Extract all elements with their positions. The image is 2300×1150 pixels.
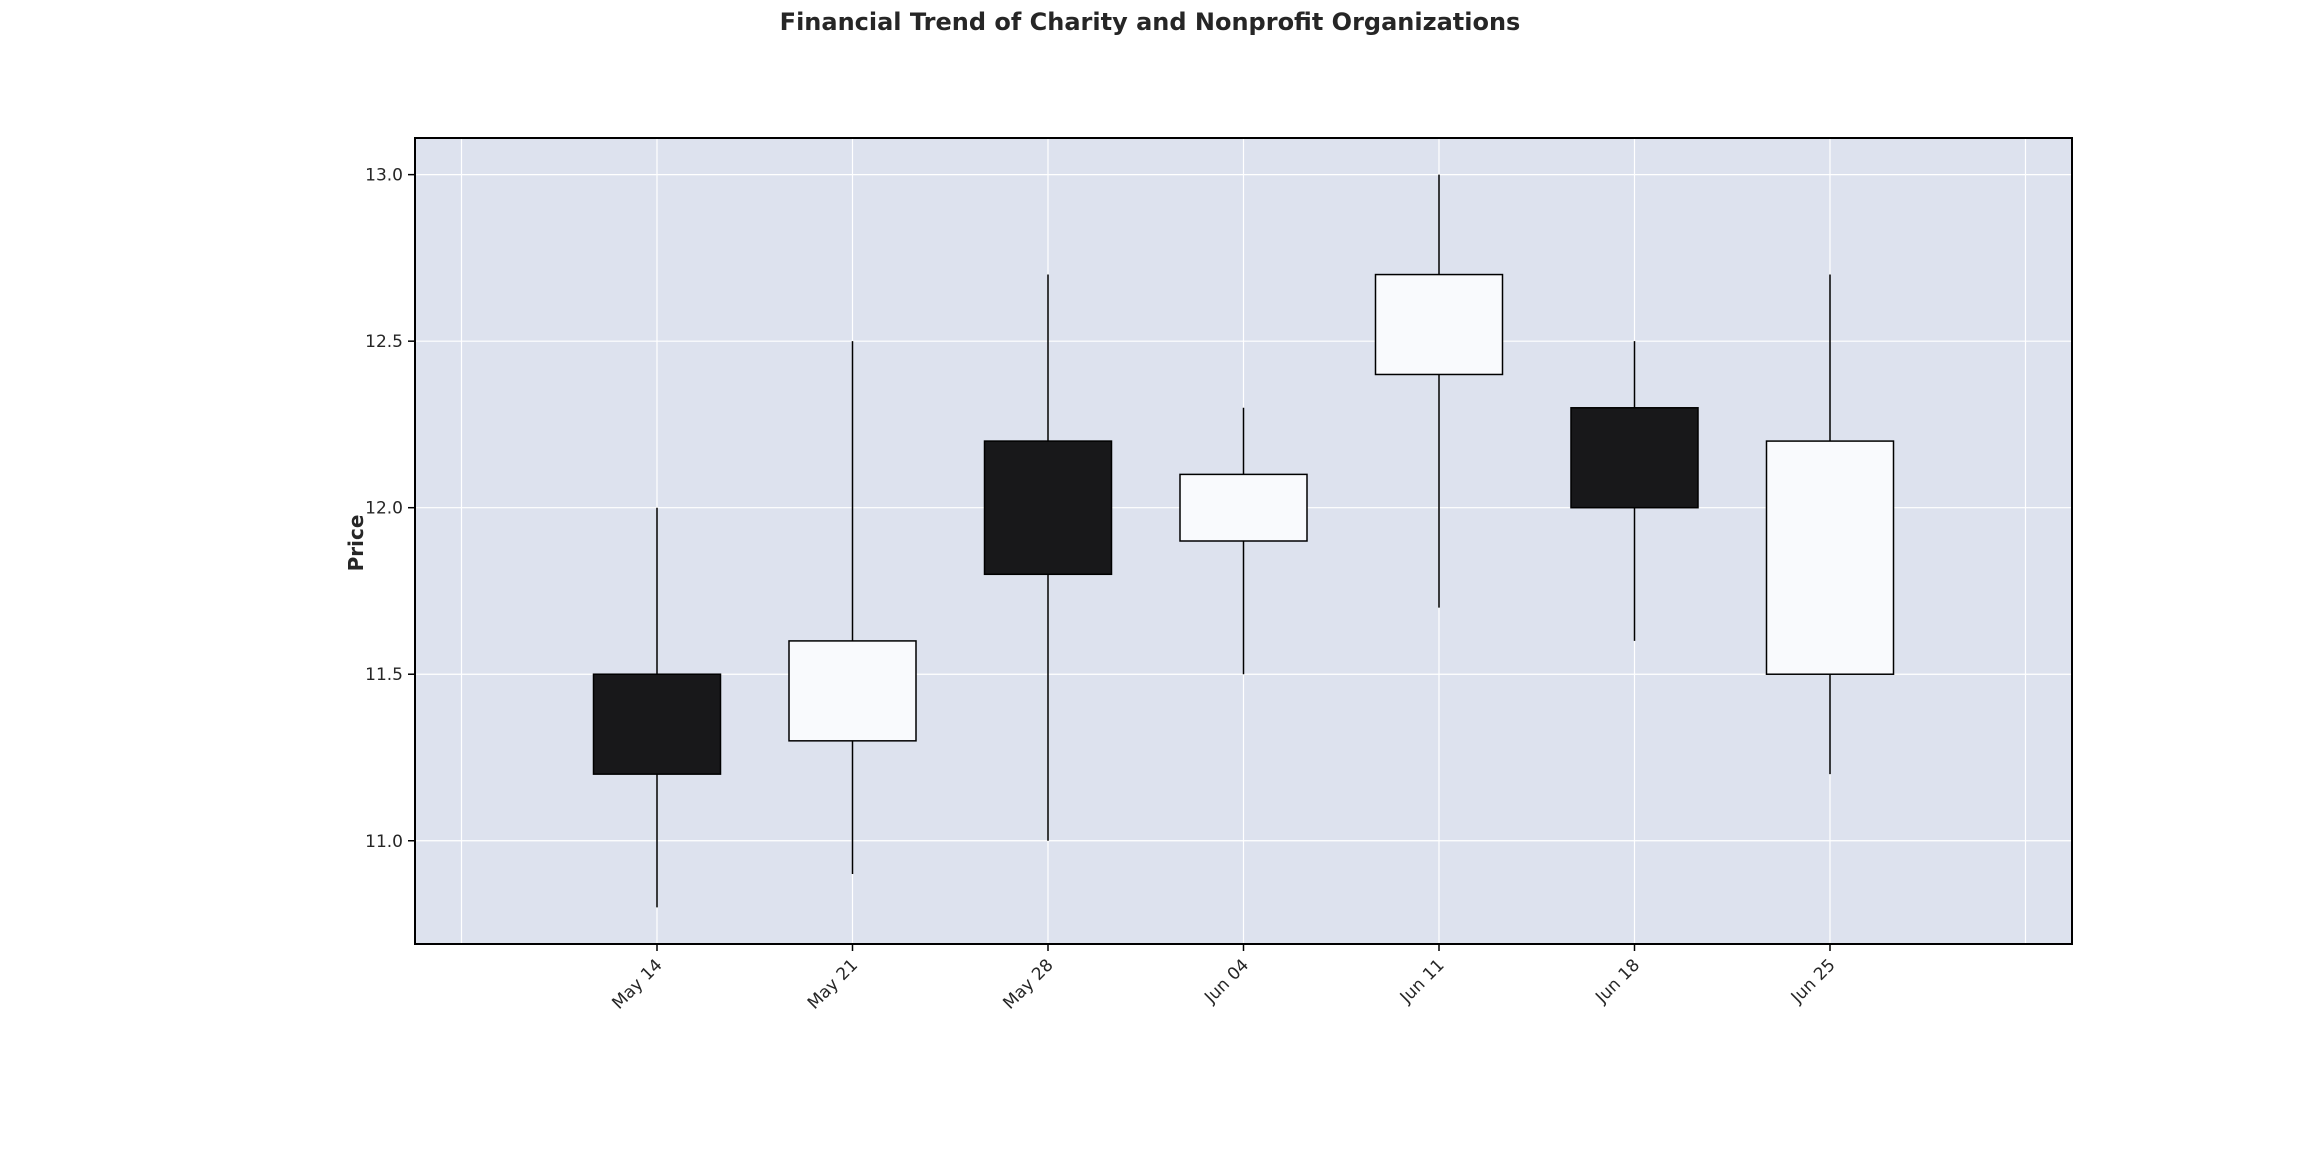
x-tick-label: Jun 11 <box>1396 955 1449 1008</box>
candle-jun-11 <box>1374 174 1504 608</box>
x-tick-label: Jun 25 <box>1787 955 1840 1008</box>
candle-may-28 <box>983 274 1113 841</box>
chart-title: Financial Trend of Charity and Nonprofit… <box>780 8 1521 36</box>
candle-jun-04 <box>1179 407 1308 675</box>
candle-body-down <box>1570 407 1699 509</box>
candle-body-up <box>1374 273 1504 376</box>
y-tick-label: 11.0 <box>365 832 403 852</box>
candle-jun-25 <box>1765 274 1895 775</box>
y-tick-label: 11.5 <box>365 665 403 685</box>
candle-may-21 <box>788 341 917 875</box>
candle-body-up <box>1179 473 1308 542</box>
candle-jun-18 <box>1570 341 1699 641</box>
candle-body-up <box>1765 440 1895 675</box>
candles <box>592 174 1895 908</box>
candle-body-up <box>788 640 917 742</box>
y-tick-label: 12.5 <box>365 332 403 352</box>
candle-body-down <box>983 440 1113 576</box>
y-axis-label: Price <box>344 515 368 572</box>
y-tick-label: 12.0 <box>365 499 403 519</box>
x-tick-label: May 28 <box>999 955 1057 1013</box>
candle-body-down <box>592 673 722 775</box>
y-tick-label: 13.0 <box>365 166 403 186</box>
x-tick-label: May 21 <box>804 955 862 1013</box>
x-tick-label: Jun 04 <box>1200 955 1253 1008</box>
x-tick-label: May 14 <box>608 955 666 1013</box>
candle-may-14 <box>592 507 722 908</box>
x-tick-label: Jun 18 <box>1591 955 1644 1008</box>
